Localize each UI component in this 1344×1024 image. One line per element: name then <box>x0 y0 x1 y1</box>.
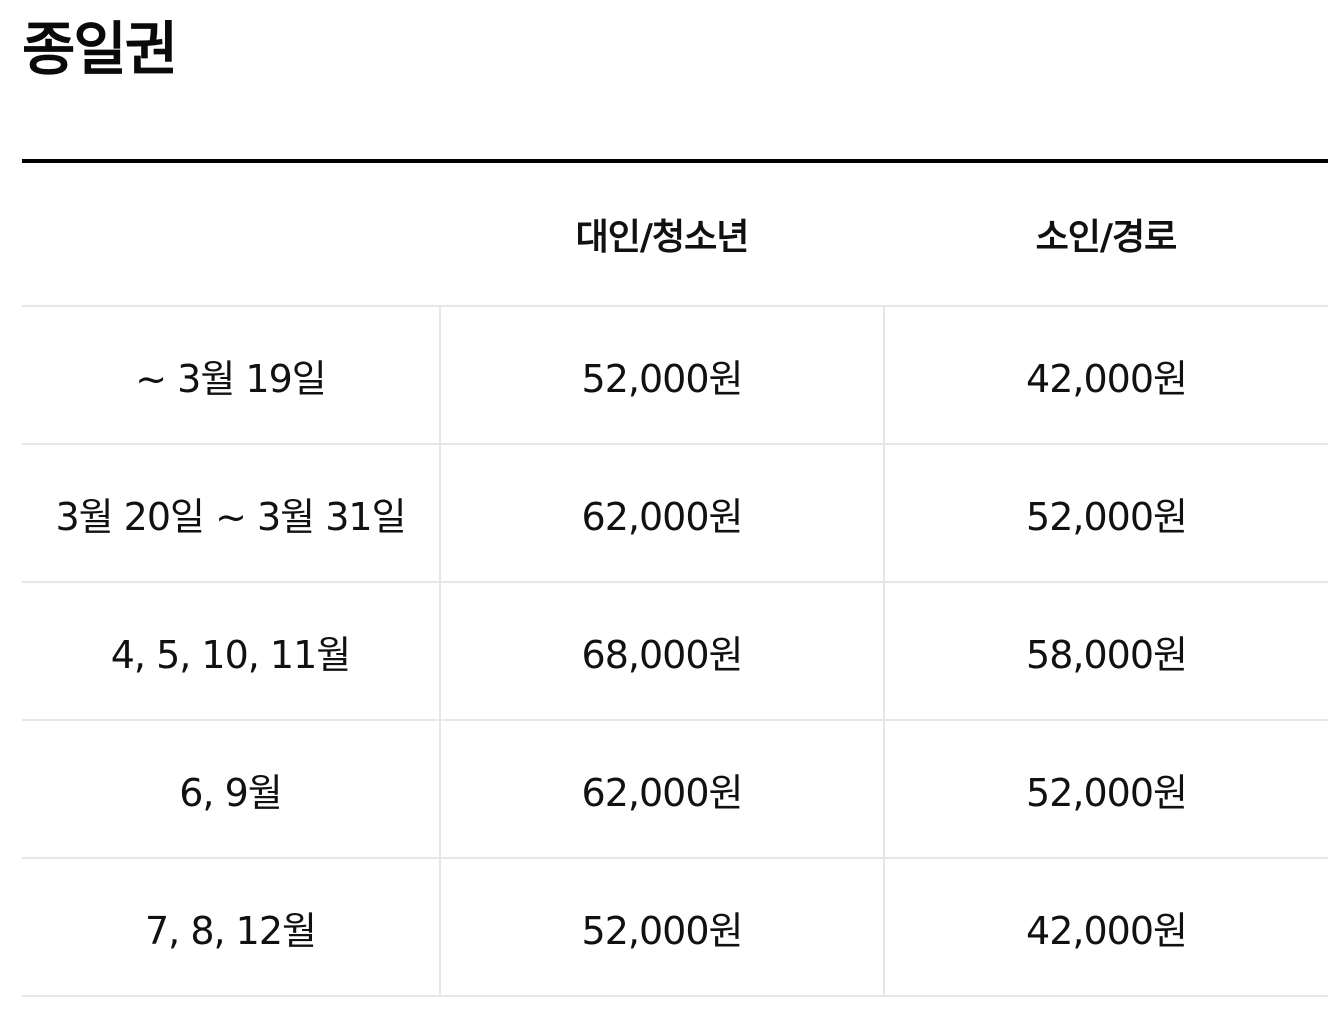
header-child-senior: 소인/경로 <box>884 159 1328 307</box>
period-cell: 4, 5, 10, 11월 <box>22 582 440 721</box>
adult-youth-price-cell: 52,000원 <box>439 306 884 445</box>
header-adult-youth: 대인/청소년 <box>440 159 884 307</box>
adult-youth-price-cell: 68,000원 <box>439 582 884 721</box>
adult-youth-price-cell: 62,000원 <box>439 720 884 859</box>
adult-youth-price-cell: 62,000원 <box>439 444 884 583</box>
table-header-row: 대인/청소년 소인/경로 <box>22 159 1328 307</box>
child-senior-price-cell: 58,000원 <box>883 582 1328 721</box>
child-senior-price-cell: 42,000원 <box>883 858 1328 997</box>
table-row: 3월 20일 ~ 3월 31일 62,000원 52,000원 <box>22 444 1328 583</box>
period-cell: 3월 20일 ~ 3월 31일 <box>22 444 440 583</box>
table-row: 6, 9월 62,000원 52,000원 <box>22 720 1328 859</box>
adult-youth-price-cell: 52,000원 <box>439 858 884 997</box>
child-senior-price-cell: 52,000원 <box>883 444 1328 583</box>
price-table: 대인/청소년 소인/경로 ~ 3월 19일 52,000원 42,000원 3월… <box>22 159 1328 997</box>
period-cell: 6, 9월 <box>22 720 440 859</box>
header-period <box>22 159 440 307</box>
period-cell: 7, 8, 12월 <box>22 858 440 997</box>
child-senior-price-cell: 42,000원 <box>883 306 1328 445</box>
table-row: 7, 8, 12월 52,000원 42,000원 <box>22 858 1328 997</box>
table-row: 4, 5, 10, 11월 68,000원 58,000원 <box>22 582 1328 721</box>
period-cell: ~ 3월 19일 <box>22 306 440 445</box>
child-senior-price-cell: 52,000원 <box>883 720 1328 859</box>
table-row: ~ 3월 19일 52,000원 42,000원 <box>22 306 1328 445</box>
page-title: 종일권 <box>22 15 178 83</box>
